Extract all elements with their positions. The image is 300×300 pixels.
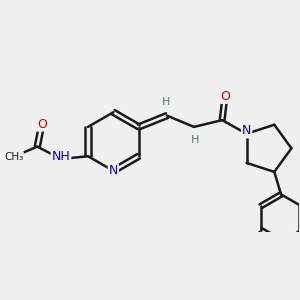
Text: CH₃: CH₃ [4, 152, 23, 162]
Text: NH: NH [52, 150, 70, 163]
Text: N: N [109, 164, 118, 177]
Text: H: H [162, 97, 170, 107]
Text: O: O [37, 118, 47, 130]
Text: H: H [191, 135, 199, 146]
Text: N: N [242, 124, 251, 137]
Text: O: O [220, 90, 230, 103]
